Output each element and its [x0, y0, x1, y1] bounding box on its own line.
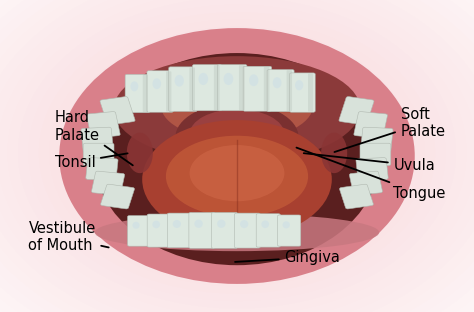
FancyBboxPatch shape	[190, 67, 195, 111]
Ellipse shape	[190, 109, 284, 159]
FancyBboxPatch shape	[125, 74, 150, 113]
FancyBboxPatch shape	[290, 73, 315, 112]
Ellipse shape	[18, 0, 456, 309]
Ellipse shape	[60, 27, 414, 279]
Ellipse shape	[130, 81, 138, 91]
Ellipse shape	[273, 77, 282, 88]
Ellipse shape	[39, 12, 435, 294]
Ellipse shape	[295, 80, 303, 90]
Ellipse shape	[261, 220, 269, 228]
Ellipse shape	[112, 64, 362, 242]
FancyBboxPatch shape	[81, 127, 113, 152]
FancyBboxPatch shape	[339, 97, 374, 125]
Ellipse shape	[185, 116, 289, 190]
Ellipse shape	[114, 56, 360, 162]
Ellipse shape	[122, 71, 352, 234]
FancyBboxPatch shape	[243, 66, 272, 111]
FancyBboxPatch shape	[277, 215, 301, 246]
Ellipse shape	[249, 74, 258, 86]
FancyBboxPatch shape	[100, 97, 135, 125]
FancyBboxPatch shape	[100, 184, 135, 209]
Ellipse shape	[95, 214, 379, 251]
Ellipse shape	[321, 133, 347, 173]
Ellipse shape	[217, 220, 226, 228]
Text: Tongue: Tongue	[296, 148, 446, 201]
FancyBboxPatch shape	[214, 65, 219, 110]
Ellipse shape	[166, 136, 308, 217]
FancyBboxPatch shape	[308, 74, 313, 112]
Ellipse shape	[132, 222, 140, 229]
Ellipse shape	[174, 75, 184, 87]
Ellipse shape	[174, 109, 300, 197]
FancyBboxPatch shape	[147, 214, 172, 247]
Ellipse shape	[91, 49, 383, 256]
Text: Uvula: Uvula	[304, 153, 435, 173]
FancyBboxPatch shape	[83, 143, 114, 166]
Text: Tonsil: Tonsil	[55, 153, 128, 170]
FancyBboxPatch shape	[86, 158, 118, 181]
Ellipse shape	[194, 85, 280, 122]
Ellipse shape	[206, 131, 268, 175]
FancyBboxPatch shape	[211, 212, 237, 248]
FancyBboxPatch shape	[147, 71, 173, 112]
Ellipse shape	[230, 136, 244, 152]
Ellipse shape	[59, 28, 415, 284]
Ellipse shape	[283, 221, 290, 228]
FancyBboxPatch shape	[339, 184, 374, 209]
Ellipse shape	[81, 42, 393, 264]
FancyBboxPatch shape	[86, 112, 120, 138]
Ellipse shape	[133, 79, 341, 227]
FancyBboxPatch shape	[192, 65, 222, 111]
Ellipse shape	[227, 145, 247, 160]
Ellipse shape	[240, 220, 248, 228]
Ellipse shape	[127, 133, 153, 173]
FancyBboxPatch shape	[91, 171, 125, 195]
FancyBboxPatch shape	[128, 216, 150, 246]
Text: Soft
Palate: Soft Palate	[335, 107, 446, 152]
FancyBboxPatch shape	[235, 213, 260, 248]
Ellipse shape	[175, 103, 299, 172]
Ellipse shape	[216, 138, 258, 168]
Ellipse shape	[70, 34, 404, 271]
FancyBboxPatch shape	[189, 212, 215, 248]
FancyBboxPatch shape	[287, 70, 292, 111]
FancyBboxPatch shape	[169, 67, 197, 111]
FancyBboxPatch shape	[167, 213, 193, 248]
FancyBboxPatch shape	[356, 158, 388, 181]
FancyBboxPatch shape	[349, 171, 383, 195]
FancyBboxPatch shape	[256, 214, 281, 247]
FancyBboxPatch shape	[143, 75, 148, 112]
Text: Gingiva: Gingiva	[235, 250, 340, 265]
FancyBboxPatch shape	[218, 65, 247, 111]
FancyBboxPatch shape	[354, 112, 388, 138]
FancyBboxPatch shape	[239, 65, 245, 110]
Ellipse shape	[194, 220, 203, 228]
Ellipse shape	[161, 72, 313, 140]
Text: Hard
Palate: Hard Palate	[55, 110, 133, 165]
Ellipse shape	[164, 101, 310, 205]
Ellipse shape	[154, 94, 320, 212]
Ellipse shape	[95, 53, 379, 265]
Ellipse shape	[195, 123, 279, 183]
Ellipse shape	[224, 73, 233, 85]
FancyBboxPatch shape	[361, 127, 393, 152]
Ellipse shape	[199, 73, 208, 85]
Ellipse shape	[101, 56, 373, 249]
FancyBboxPatch shape	[360, 143, 391, 166]
Ellipse shape	[152, 221, 160, 228]
FancyBboxPatch shape	[166, 71, 172, 112]
FancyBboxPatch shape	[267, 70, 294, 112]
